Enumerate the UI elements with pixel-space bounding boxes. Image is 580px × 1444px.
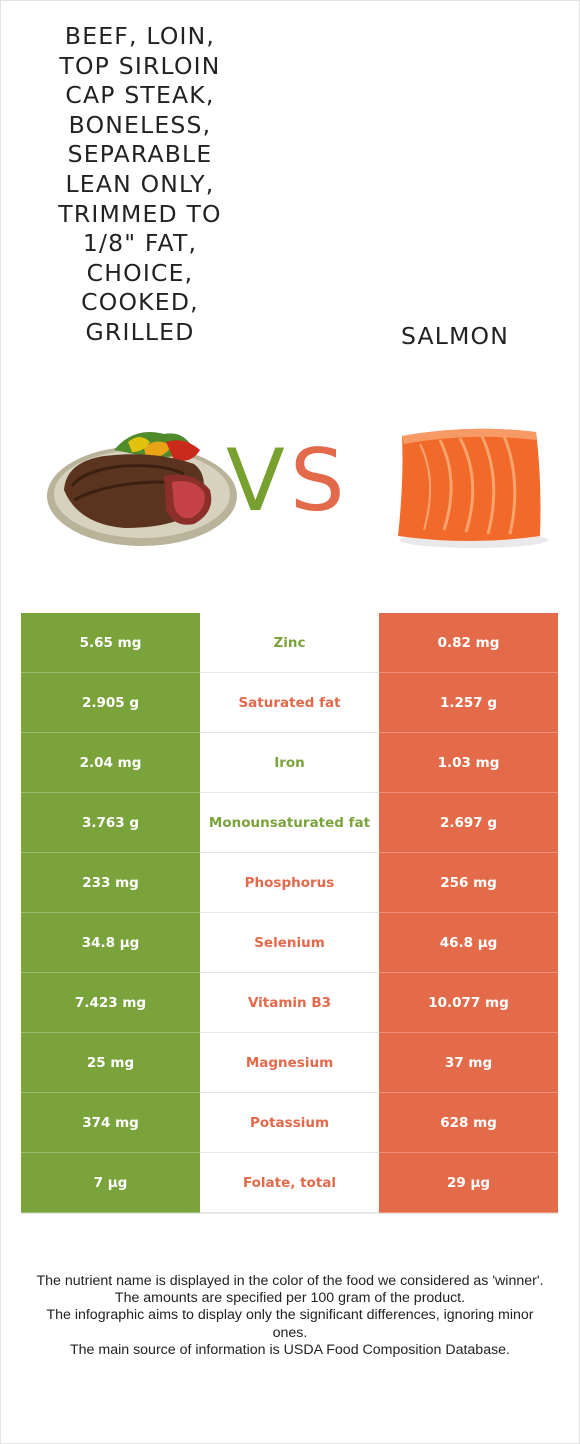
right-value: 46.8 µg [379,913,558,973]
nutrient-name: Saturated fat [200,673,379,733]
table-row: 2.04 mg Iron 1.03 mg [21,733,558,793]
left-value: 7 µg [21,1153,200,1213]
food-right-title: Salmon [400,322,510,350]
table-row: 7 µg Folate, total 29 µg [21,1153,558,1213]
nutrient-name: Phosphorus [200,853,379,913]
left-value: 34.8 µg [21,913,200,973]
nutrient-name: Iron [200,733,379,793]
food-left-title: Beef, loin, top sirloin cap steak, bonel… [58,22,222,346]
footer-notes: The nutrient name is displayed in the co… [30,1273,550,1359]
left-value: 25 mg [21,1033,200,1093]
footer-line: The main source of information is USDA F… [69,1341,511,1358]
footer-line: The infographic aims to display only the… [46,1307,534,1341]
right-value: 29 µg [379,1153,558,1213]
footer-line: The nutrient name is displayed in the co… [36,1273,544,1289]
left-value: 5.65 mg [21,613,200,673]
salmon-fillet-image [398,428,548,548]
table-row: 25 mg Magnesium 37 mg [21,1033,558,1093]
nutrient-name: Selenium [200,913,379,973]
table-row: 5.65 mg Zinc 0.82 mg [21,613,558,673]
left-value: 7.423 mg [21,973,200,1033]
nutrient-name: Vitamin B3 [200,973,379,1033]
vs-s-letter: S [290,431,345,531]
nutrient-name: Magnesium [200,1033,379,1093]
right-value: 256 mg [379,853,558,913]
left-value: 2.905 g [21,673,200,733]
right-value: 0.82 mg [379,613,558,673]
right-value: 2.697 g [379,793,558,853]
table-row: 34.8 µg Selenium 46.8 µg [21,913,558,973]
right-value: 628 mg [379,1093,558,1153]
table-row: 7.423 mg Vitamin B3 10.077 mg [21,973,558,1033]
right-value: 1.03 mg [379,733,558,793]
left-value: 374 mg [21,1093,200,1153]
right-value: 37 mg [379,1033,558,1093]
vs-label: V S [222,436,362,526]
vs-v-letter: V [226,431,285,531]
left-value: 233 mg [21,853,200,913]
footer-line: The amounts are specified per 100 gram o… [114,1290,466,1307]
nutrient-name: Monounsaturated fat [200,793,379,853]
left-value: 3.763 g [21,793,200,853]
steak-plate-image [47,432,237,546]
table-row: 2.905 g Saturated fat 1.257 g [21,673,558,733]
table-row: 233 mg Phosphorus 256 mg [21,853,558,913]
table-row: 3.763 g Monounsaturated fat 2.697 g [21,793,558,853]
right-value: 10.077 mg [379,973,558,1033]
nutrient-name: Zinc [200,613,379,673]
nutrient-name: Potassium [200,1093,379,1153]
left-value: 2.04 mg [21,733,200,793]
nutrient-name: Folate, total [200,1153,379,1213]
right-value: 1.257 g [379,673,558,733]
table-row: 374 mg Potassium 628 mg [21,1093,558,1153]
comparison-table: 5.65 mg Zinc 0.82 mg 2.905 g Saturated f… [21,613,558,1214]
